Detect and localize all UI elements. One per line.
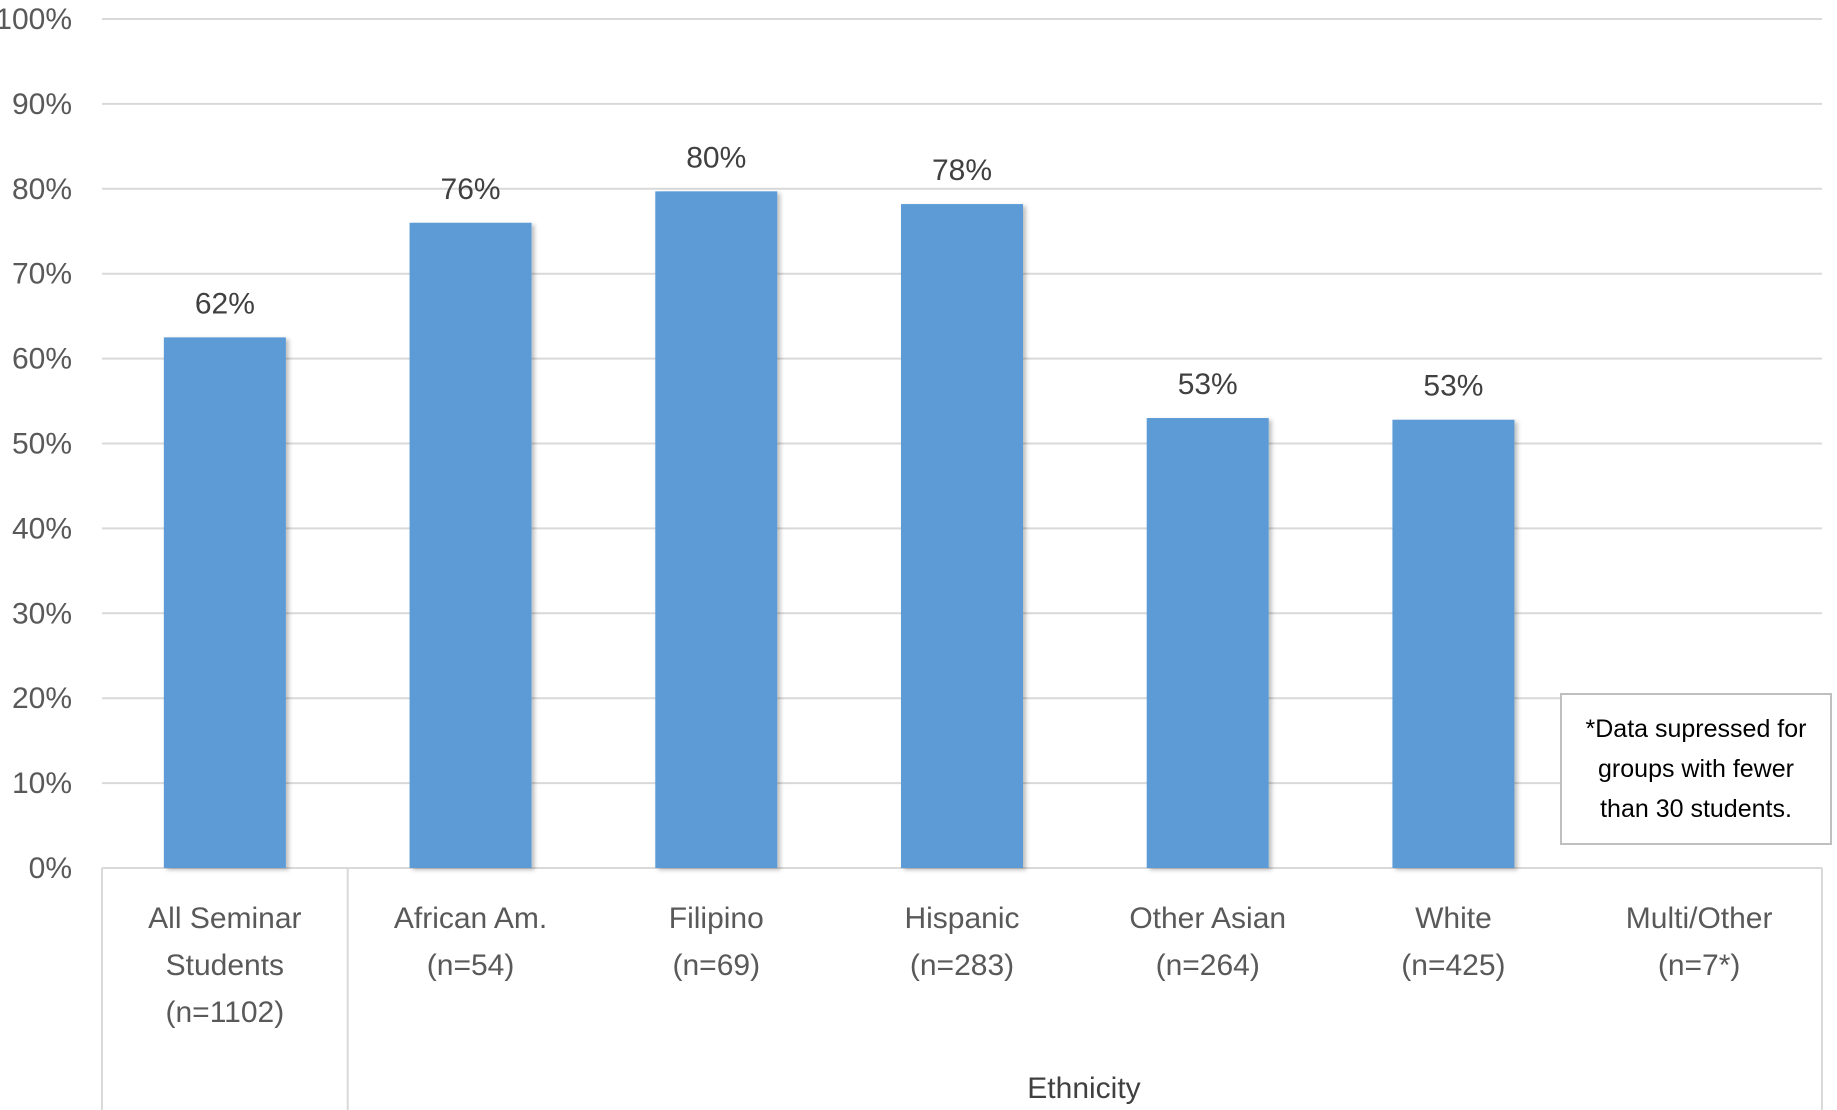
y-tick-label: 80% (12, 173, 72, 206)
y-tick-label: 100% (0, 3, 72, 36)
bar (1146, 418, 1269, 868)
category-label: Hispanic (n=283) (904, 902, 1019, 982)
y-tick-label: 90% (12, 88, 72, 121)
category-label: African Am. (n=54) (394, 902, 547, 982)
y-tick-label: 40% (12, 512, 72, 545)
data-label: 53% (1178, 368, 1238, 401)
y-tick-label: 50% (12, 428, 72, 461)
suppression-note: *Data supressed for groups with fewer th… (1560, 693, 1832, 845)
data-label: 80% (686, 141, 746, 174)
y-tick-label: 0% (29, 852, 72, 885)
bar (1392, 419, 1515, 868)
bar (901, 204, 1023, 868)
category-label: Multi/Other (n=7*) (1626, 902, 1773, 982)
data-label: 53% (1423, 370, 1483, 403)
y-tick-label: 20% (12, 682, 72, 715)
y-tick-label: 70% (12, 258, 72, 291)
y-tick-label: 10% (12, 767, 72, 800)
y-tick-label: 60% (12, 343, 72, 376)
x-axis-title: Ethnicity (1027, 1072, 1140, 1105)
category-label: All Seminar Students (n=1102) (148, 902, 301, 1029)
category-label: White (n=425) (1401, 902, 1505, 982)
category-label: Other Asian (n=264) (1129, 902, 1286, 982)
data-label: 76% (441, 173, 501, 206)
data-label: 62% (195, 287, 255, 320)
bar (163, 337, 286, 868)
data-label: 78% (932, 154, 992, 187)
bar (655, 191, 778, 869)
bar (409, 222, 532, 868)
category-label: Filipino (n=69) (669, 902, 764, 982)
y-tick-label: 30% (12, 597, 72, 630)
